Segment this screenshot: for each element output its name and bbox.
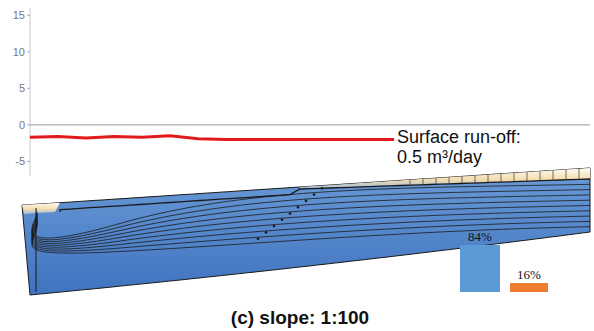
outlet	[36, 208, 37, 292]
bar	[510, 283, 548, 292]
figure: 15 10 5 0 -5 Surface run-off:0.5 m³/day 84% 16%…	[0, 0, 594, 331]
bars	[460, 245, 548, 292]
streamline-arrow	[289, 212, 292, 215]
flow-line	[553, 170, 554, 180]
y-tick	[27, 15, 30, 16]
y-tick-label: 5	[19, 82, 25, 94]
data-label: 16%	[517, 267, 541, 282]
y-tick-label: 0	[19, 119, 25, 131]
y-tick	[27, 51, 30, 52]
streamline	[32, 219, 590, 253]
unsaturated-zone	[22, 203, 60, 214]
flow-line	[566, 170, 567, 180]
streamline-arrow	[305, 200, 308, 203]
flow-line	[579, 169, 580, 180]
streamline-arrow	[313, 193, 316, 196]
aquifer	[22, 168, 590, 295]
streamline-arrow	[297, 206, 300, 209]
flow-line	[462, 176, 463, 183]
y-tick	[27, 124, 30, 125]
flow-line	[423, 179, 424, 185]
annotation: Surface run-off:0.5 m³/day	[397, 127, 521, 167]
caption: (c) slope: 1:100	[231, 307, 369, 328]
y-tick	[27, 161, 30, 162]
y-tick	[27, 88, 30, 89]
flow-line	[501, 174, 502, 182]
streamline	[32, 216, 590, 249]
flow-line	[527, 172, 528, 181]
annotation-line: Surface run-off:	[397, 127, 521, 147]
streamline-arrow	[265, 231, 268, 234]
annotation-line: 0.5 m³/day	[397, 147, 482, 167]
streamline-arrow	[281, 219, 284, 222]
streamline	[32, 184, 590, 238]
series-line	[30, 124, 590, 125]
flow-line	[540, 171, 541, 180]
y-tick-label: 10	[13, 46, 25, 58]
y-tick-label: -5	[15, 155, 25, 167]
unsaturated-zone	[300, 168, 590, 189]
bar	[460, 245, 500, 292]
y-tick-label: 15	[13, 9, 25, 21]
flow-line	[449, 177, 450, 184]
streamline-arrow	[321, 187, 324, 190]
y-axis	[30, 8, 31, 176]
flow-line	[514, 173, 515, 182]
flow-line	[475, 176, 476, 183]
flow-line	[410, 180, 411, 185]
flow-line	[436, 178, 437, 184]
streamline-arrow	[257, 237, 260, 240]
streamline-arrow	[273, 225, 276, 228]
data-label: 84%	[468, 229, 492, 244]
series-line	[30, 136, 394, 140]
flow-line	[488, 175, 489, 183]
streamline	[32, 218, 590, 251]
